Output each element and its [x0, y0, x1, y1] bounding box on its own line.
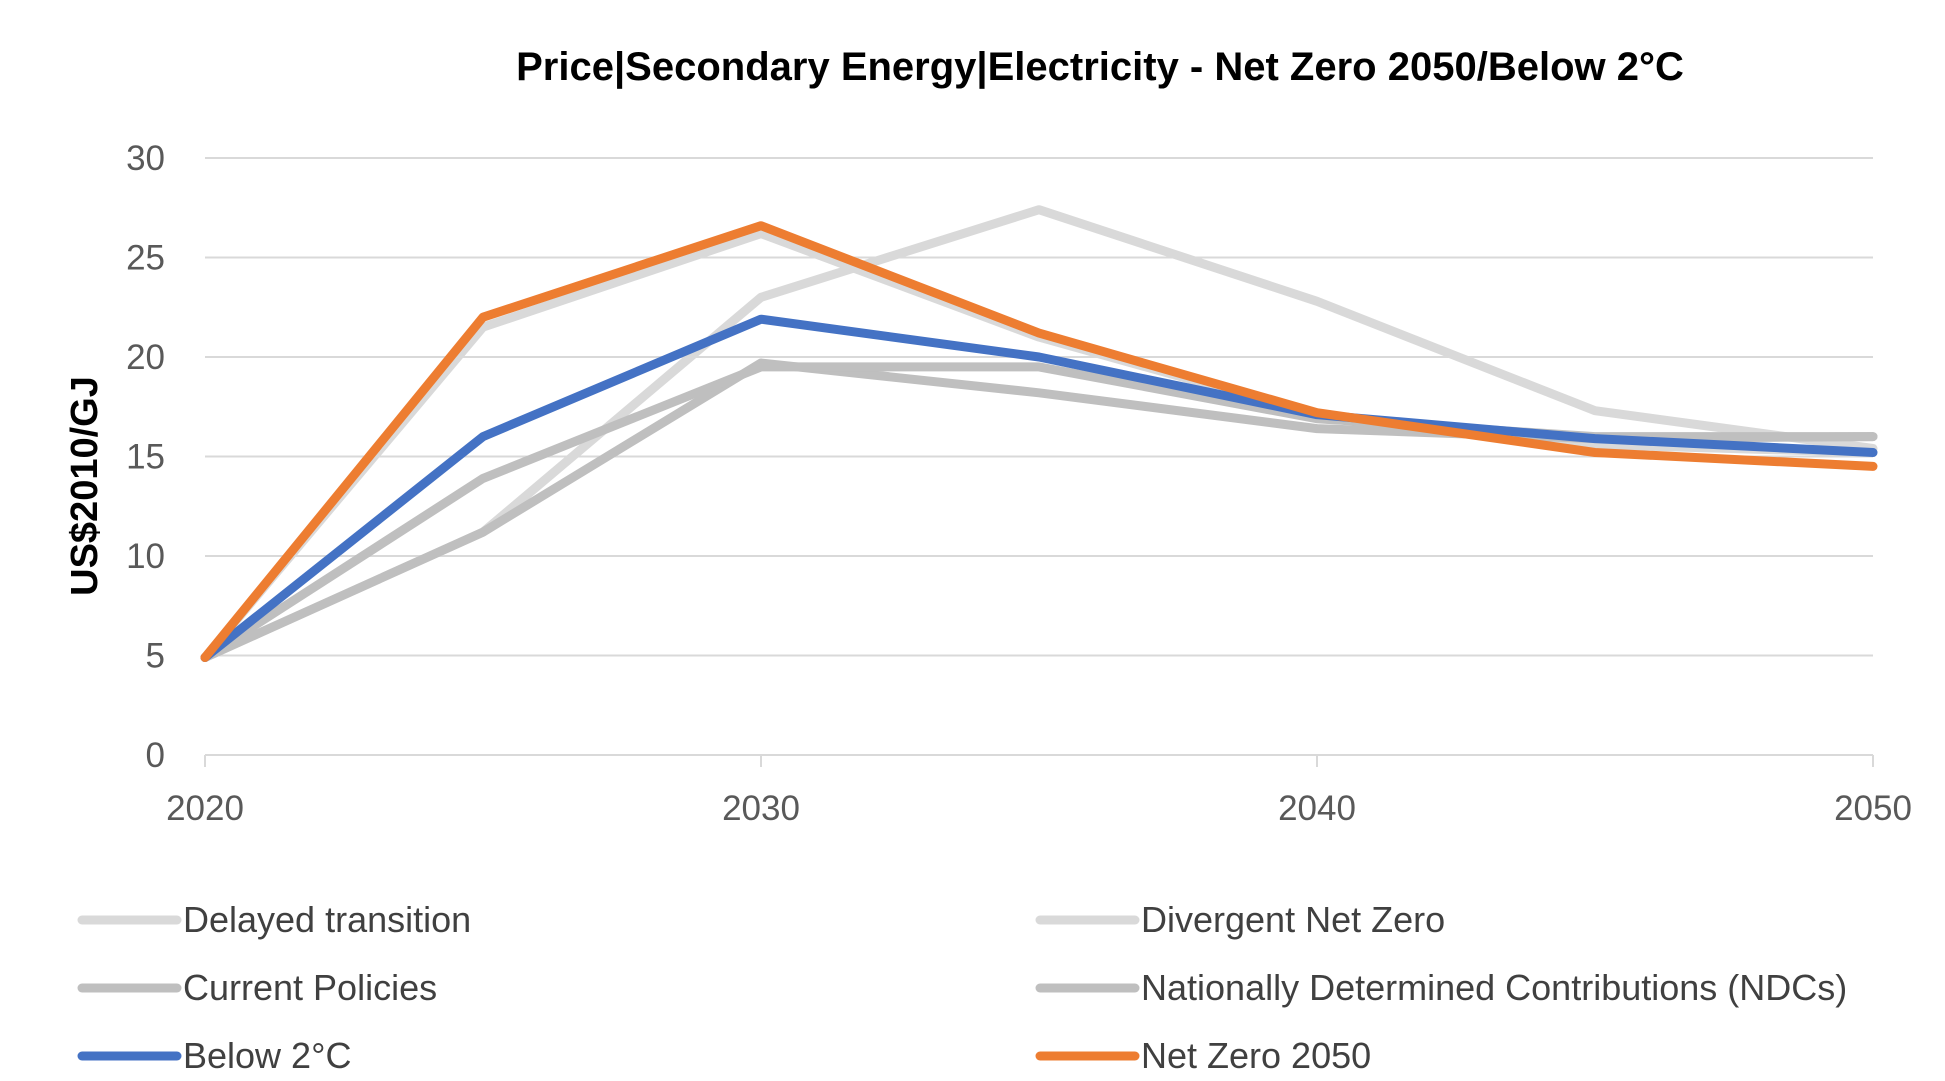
y-axis-ticks: 0 5 10 15 20 25 30	[126, 139, 165, 775]
y-tick-label: 20	[126, 338, 165, 377]
legend-item: Delayed transition	[77, 899, 471, 940]
series-line-6	[200, 221, 1878, 662]
y-tick-label: 25	[126, 239, 165, 278]
y-tick-label: 5	[146, 637, 165, 676]
x-axis	[204, 754, 1874, 767]
y-tick-label: 0	[146, 736, 165, 775]
y-tick-label: 10	[126, 537, 165, 576]
legend-item: Below 2°C	[77, 1035, 351, 1076]
legend-label: Nationally Determined Contributions (NDC…	[1141, 967, 1847, 1008]
x-tick-label: 2040	[1278, 789, 1356, 828]
x-axis-ticks: 2020 2030 2040 2050	[166, 789, 1912, 828]
series-lines	[200, 205, 1878, 662]
legend-item: Current Policies	[77, 967, 437, 1008]
legend-label: Delayed transition	[183, 899, 471, 940]
x-tick-label: 2030	[722, 789, 800, 828]
series-line-3	[200, 358, 1878, 662]
series-line-2	[200, 229, 1878, 662]
x-tick-label: 2020	[166, 789, 244, 828]
y-tick-label: 15	[126, 438, 165, 477]
legend-label: Net Zero 2050	[1141, 1035, 1371, 1076]
legend-item: Net Zero 2050	[1035, 1035, 1371, 1076]
legend: Delayed transition Divergent Net Zero Curr…	[77, 899, 1847, 1076]
legend-label: Divergent Net Zero	[1141, 899, 1445, 940]
legend-label: Current Policies	[183, 967, 437, 1008]
legend-item: Divergent Net Zero	[1035, 899, 1445, 940]
x-tick-label: 2050	[1834, 789, 1912, 828]
y-axis-label: US$2010/GJ	[64, 376, 106, 596]
legend-label: Below 2°C	[183, 1035, 351, 1076]
legend-item: Nationally Determined Contributions (NDC…	[1035, 967, 1847, 1008]
gridlines	[205, 157, 1873, 657]
chart-title: Price|Secondary Energy|Electricity - Net…	[516, 45, 1684, 89]
series-line-5	[200, 314, 1878, 662]
y-tick-label: 30	[126, 139, 165, 178]
